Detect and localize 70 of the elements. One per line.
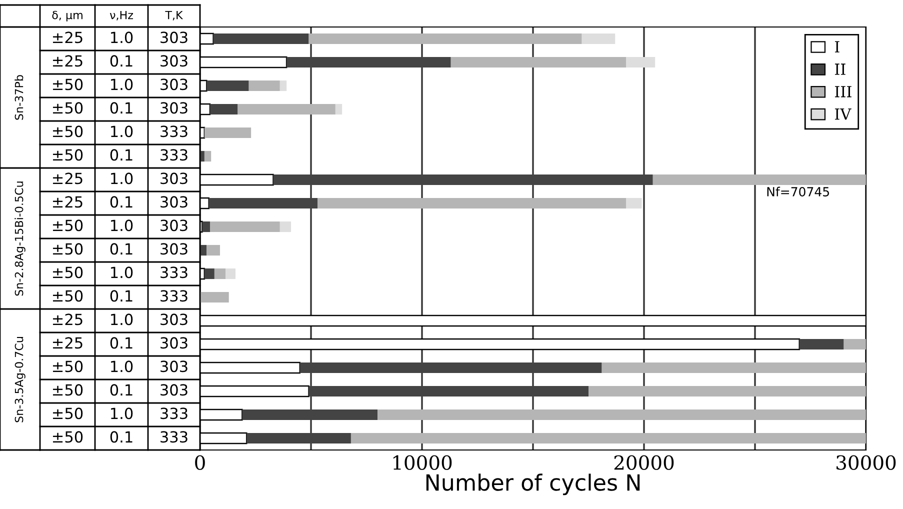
- text: ±50: [52, 126, 83, 138]
- text: ±25: [52, 32, 82, 44]
- text: 333: [160, 126, 188, 138]
- text: 1.0: [111, 408, 133, 420]
- text: 0.1: [110, 337, 132, 349]
- text: 0.1: [110, 102, 132, 114]
- legend-label: IV: [834, 108, 852, 120]
- text: 1.0: [111, 360, 133, 372]
- text: 333: [160, 149, 188, 161]
- x-tick-label: 20000: [614, 455, 674, 470]
- text: 0.1: [110, 55, 132, 67]
- text: ±50: [52, 290, 83, 302]
- text: ±50: [52, 78, 83, 90]
- text: 0.1: [110, 243, 132, 255]
- text: Sn-2.8Ag-15Bi-0.5Cu: [14, 182, 26, 296]
- text: ±50: [52, 360, 83, 372]
- text: δ, μm: [52, 10, 82, 22]
- text: ±50: [52, 102, 83, 114]
- x-tick-label: 0: [195, 455, 205, 470]
- text: 333: [160, 408, 188, 420]
- text: 333: [160, 431, 188, 443]
- text: 0.1: [110, 290, 132, 302]
- text: 1.0: [111, 266, 133, 278]
- text: 1.0: [111, 126, 133, 138]
- annotation: Nf=70745: [767, 186, 829, 196]
- text: 303: [160, 78, 188, 90]
- text: ±50: [52, 149, 83, 161]
- text: ν,Hz: [110, 10, 133, 20]
- x-tick-label: 10000: [393, 455, 452, 470]
- text: 303: [160, 196, 188, 208]
- text: ±25: [52, 196, 82, 208]
- text: 303: [160, 55, 188, 67]
- x-tick-label: 30000: [836, 455, 896, 470]
- x-axis-title: Number of cycles N: [426, 474, 640, 496]
- text: 303: [160, 243, 188, 255]
- text: ±50: [52, 431, 83, 443]
- legend-label: II: [834, 64, 846, 75]
- text: 0.1: [110, 384, 132, 396]
- text: ±25: [52, 55, 82, 67]
- text: 303: [160, 337, 188, 349]
- text: 1.0: [111, 32, 133, 44]
- text: ±25: [52, 172, 82, 184]
- text: 1.0: [111, 78, 133, 90]
- text: 1.0: [111, 172, 133, 184]
- text: 0.1: [110, 431, 132, 443]
- text: Sn-37Pb: [14, 75, 24, 120]
- text: ±50: [52, 384, 83, 396]
- text: 303: [160, 314, 188, 326]
- text: ±50: [52, 408, 83, 420]
- legend-label: I: [834, 41, 840, 52]
- text: ±50: [52, 220, 83, 232]
- text: T,K: [165, 10, 184, 20]
- text: ±50: [52, 243, 83, 255]
- text: 0.1: [110, 149, 132, 161]
- text: 1.0: [111, 220, 133, 232]
- text: 0.1: [110, 196, 132, 208]
- text: Sn-3.5Ag-0.7Cu: [14, 337, 26, 422]
- text: ±25: [52, 314, 82, 326]
- text: 303: [160, 384, 188, 396]
- text: 303: [160, 32, 188, 44]
- text: 303: [160, 220, 188, 232]
- legend-label: III: [834, 86, 852, 98]
- text: 303: [160, 172, 188, 184]
- text: 333: [160, 266, 188, 278]
- text: 303: [160, 102, 188, 114]
- text: 1.0: [111, 314, 133, 326]
- text: 303: [160, 360, 188, 372]
- text: 333: [160, 290, 188, 302]
- text: ±50: [52, 266, 83, 278]
- text: ±25: [52, 337, 82, 349]
